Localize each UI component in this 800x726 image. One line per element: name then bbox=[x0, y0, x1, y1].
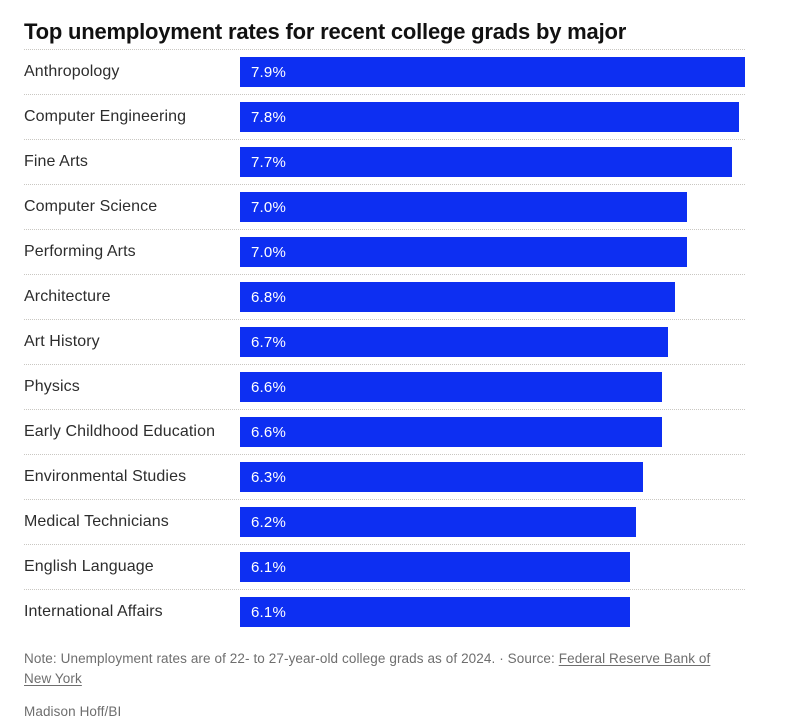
chart-row: Computer Science 7.0% bbox=[24, 184, 745, 229]
value-label: 6.8% bbox=[251, 288, 286, 306]
chart-row: Art History 6.7% bbox=[24, 319, 745, 364]
chart-row: Medical Technicians 6.2% bbox=[24, 499, 745, 544]
value-label: 6.1% bbox=[251, 603, 286, 621]
value-label: 6.3% bbox=[251, 468, 286, 486]
chart-row: Fine Arts 7.7% bbox=[24, 139, 745, 184]
bar-track: 7.0% bbox=[240, 237, 745, 267]
value-label: 7.8% bbox=[251, 108, 286, 126]
chart-row: Early Childhood Education 6.6% bbox=[24, 409, 745, 454]
bar: 6.6% bbox=[240, 417, 662, 447]
category-label: Environmental Studies bbox=[24, 468, 187, 485]
bar: 6.1% bbox=[240, 597, 630, 627]
category-label: Medical Technicians bbox=[24, 513, 169, 530]
value-label: 6.7% bbox=[251, 333, 286, 351]
bar: 7.0% bbox=[240, 192, 688, 222]
bar: 7.0% bbox=[240, 237, 688, 267]
bar: 7.8% bbox=[240, 102, 739, 132]
bar: 6.1% bbox=[240, 552, 630, 582]
category-label: Art History bbox=[24, 333, 100, 350]
category-label: Computer Science bbox=[24, 198, 158, 215]
category-label: International Affairs bbox=[24, 603, 163, 620]
chart-row: Anthropology 7.9% bbox=[24, 49, 745, 94]
bar: 6.7% bbox=[240, 327, 669, 357]
footer: Note: Unemployment rates are of 22- to 2… bbox=[24, 649, 745, 719]
value-label: 6.1% bbox=[251, 558, 286, 576]
bar-track: 7.9% bbox=[240, 57, 745, 87]
bar-track: 6.7% bbox=[240, 327, 745, 357]
bar-track: 6.1% bbox=[240, 597, 745, 627]
value-label: 6.6% bbox=[251, 378, 286, 396]
bar: 7.7% bbox=[240, 147, 733, 177]
chart-title: Top unemployment rates for recent colleg… bbox=[24, 19, 627, 44]
bar-track: 6.1% bbox=[240, 552, 745, 582]
bar-track: 6.6% bbox=[240, 417, 745, 447]
note-text: Note: Unemployment rates are of 22- to 2… bbox=[24, 651, 559, 666]
chart-row: English Language 6.1% bbox=[24, 544, 745, 589]
value-label: 7.9% bbox=[251, 63, 286, 81]
value-label: 6.2% bbox=[251, 513, 286, 531]
bar: 6.2% bbox=[240, 507, 637, 537]
bar-track: 6.6% bbox=[240, 372, 745, 402]
category-label: English Language bbox=[24, 558, 154, 575]
bar-track: 7.7% bbox=[240, 147, 745, 177]
bar: 6.3% bbox=[240, 462, 643, 492]
value-label: 7.0% bbox=[251, 243, 286, 261]
category-label: Physics bbox=[24, 378, 80, 395]
bar: 6.6% bbox=[240, 372, 662, 402]
category-label: Computer Engineering bbox=[24, 108, 187, 125]
chart-row: Environmental Studies 6.3% bbox=[24, 454, 745, 499]
bar-track: 6.3% bbox=[240, 462, 745, 492]
category-label: Fine Arts bbox=[24, 153, 89, 170]
bar-chart: Anthropology 7.9% Computer Engineering 7… bbox=[24, 49, 745, 634]
byline: Madison Hoff/BI bbox=[24, 703, 122, 719]
chart-row: Performing Arts 7.0% bbox=[24, 229, 745, 274]
chart-row: Architecture 6.8% bbox=[24, 274, 745, 319]
value-label: 7.0% bbox=[251, 198, 286, 216]
value-label: 6.6% bbox=[251, 423, 286, 441]
bar: 7.9% bbox=[240, 57, 745, 87]
bar-track: 7.8% bbox=[240, 102, 745, 132]
bar-track: 6.8% bbox=[240, 282, 745, 312]
category-label: Anthropology bbox=[24, 63, 120, 80]
chart-row: Physics 6.6% bbox=[24, 364, 745, 409]
category-label: Performing Arts bbox=[24, 243, 136, 260]
chart-row: Computer Engineering 7.8% bbox=[24, 94, 745, 139]
bar-track: 7.0% bbox=[240, 192, 745, 222]
source-link[interactable]: Federal Reserve Bank of New York bbox=[24, 651, 711, 687]
category-label: Architecture bbox=[24, 288, 111, 305]
bar: 6.8% bbox=[240, 282, 675, 312]
footer-note: Note: Unemployment rates are of 22- to 2… bbox=[24, 649, 731, 690]
bar-track: 6.2% bbox=[240, 507, 745, 537]
chart-row: International Affairs 6.1% bbox=[24, 589, 745, 634]
value-label: 7.7% bbox=[251, 153, 286, 171]
category-label: Early Childhood Education bbox=[24, 423, 216, 440]
